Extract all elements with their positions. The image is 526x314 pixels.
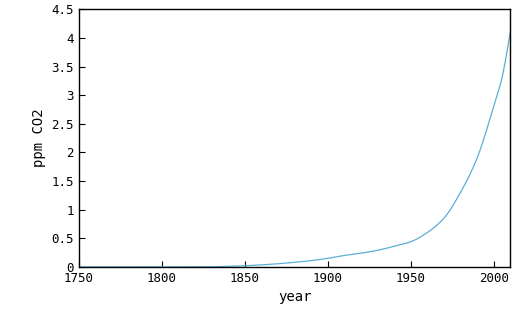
Y-axis label: ppm CO2: ppm CO2 — [32, 109, 46, 167]
X-axis label: year: year — [278, 290, 311, 304]
